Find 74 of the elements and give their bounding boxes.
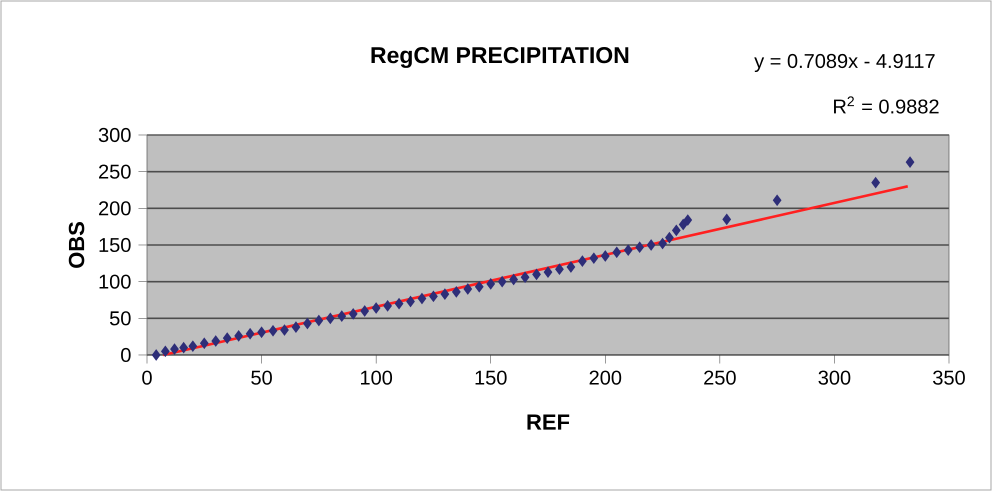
point xyxy=(474,281,484,292)
point xyxy=(590,252,598,264)
y-tick-label: 150 xyxy=(100,238,131,252)
y-tick-label: 0 xyxy=(121,348,131,362)
point xyxy=(612,246,622,258)
point xyxy=(635,242,644,253)
point xyxy=(722,214,732,225)
point xyxy=(906,156,914,168)
point xyxy=(440,288,450,300)
point xyxy=(161,346,170,357)
point xyxy=(452,286,461,298)
text: y = 0.7089x - 4.9117 xyxy=(754,54,935,72)
point xyxy=(383,300,392,312)
x-tick-label: 350 xyxy=(933,370,965,385)
point xyxy=(292,322,300,333)
point xyxy=(268,325,278,336)
x-tick-label: 250 xyxy=(704,370,736,385)
point xyxy=(683,214,692,226)
point xyxy=(418,292,426,304)
y-tick-label: 300 xyxy=(98,128,131,142)
point xyxy=(520,272,530,283)
point xyxy=(372,302,380,314)
point xyxy=(211,335,220,347)
y-axis-title: OBS xyxy=(68,222,84,268)
point xyxy=(772,194,782,206)
point xyxy=(498,276,506,288)
point xyxy=(658,238,667,250)
x-tick-label: 200 xyxy=(590,370,622,385)
point xyxy=(624,244,632,256)
point xyxy=(672,224,681,236)
point xyxy=(360,305,369,317)
x-axis-title: REF xyxy=(527,414,570,430)
point xyxy=(394,298,404,310)
point xyxy=(646,239,656,251)
point xyxy=(222,332,232,344)
point xyxy=(234,330,243,342)
point xyxy=(152,349,160,361)
point xyxy=(188,340,198,352)
x-tick-label: 100 xyxy=(361,370,392,385)
text: R$^{2}$ = 0.9882 xyxy=(834,96,939,114)
point xyxy=(257,326,266,338)
x-tick-label: 0 xyxy=(142,370,152,385)
point xyxy=(464,283,472,295)
point xyxy=(179,342,188,354)
point xyxy=(429,290,438,302)
x-tick-label: 300 xyxy=(818,370,850,385)
point xyxy=(600,250,610,262)
point xyxy=(486,278,496,290)
point xyxy=(566,261,576,273)
point xyxy=(303,318,312,330)
point xyxy=(326,312,335,324)
y-tick-label: 200 xyxy=(99,201,131,216)
point xyxy=(509,274,518,286)
point xyxy=(555,264,564,275)
point xyxy=(280,324,289,336)
point xyxy=(578,256,587,267)
x-tick-label: 150 xyxy=(476,370,507,385)
point xyxy=(200,338,209,349)
point xyxy=(337,310,346,322)
point xyxy=(348,308,358,320)
point xyxy=(665,232,674,244)
point xyxy=(871,177,880,188)
y-tick-label: 100 xyxy=(100,274,131,289)
y-tick-label: 50 xyxy=(110,311,131,326)
point xyxy=(678,218,688,230)
point xyxy=(544,266,552,278)
x-tick-label: 50 xyxy=(251,370,272,385)
point xyxy=(170,344,179,355)
point xyxy=(406,296,415,308)
point xyxy=(532,268,541,280)
y-tick-label: 250 xyxy=(99,164,131,179)
chart-title: RegCM PRECIPITATION xyxy=(372,46,628,68)
point xyxy=(246,328,254,340)
point xyxy=(314,314,324,326)
